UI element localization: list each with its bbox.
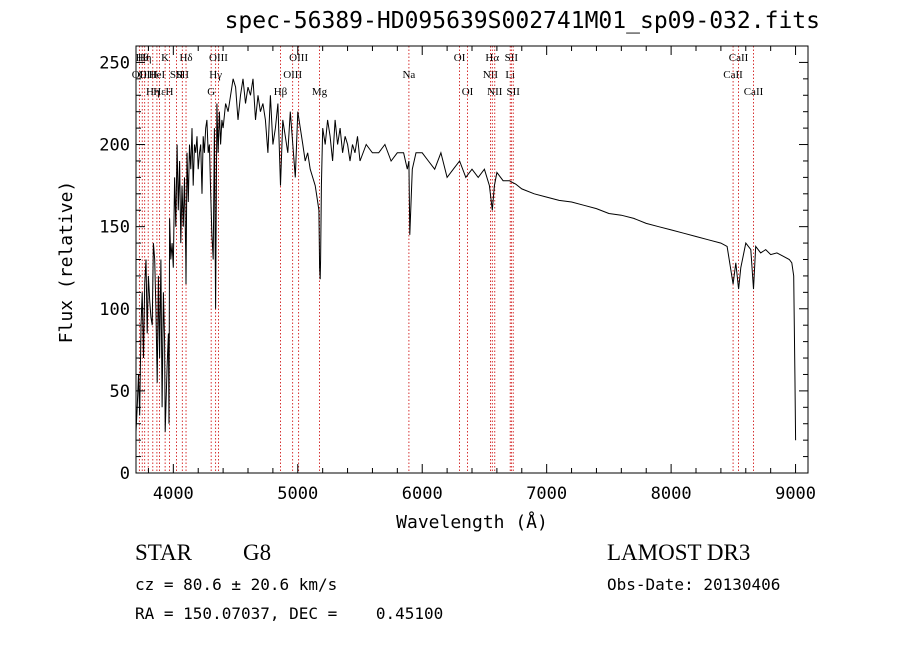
x-tick-label-3: 7000	[526, 484, 567, 504]
chart-title: spec-56389-HD095639S002741M01_sp09-032.f…	[224, 8, 820, 34]
line-label-9: SII	[170, 69, 184, 81]
line-label-23: Hα	[485, 52, 499, 64]
line-label-14: OIII	[209, 52, 228, 64]
line-label-8: H	[165, 86, 173, 98]
line-label-25: Li	[505, 69, 515, 81]
y-tick-label-0: 0	[120, 464, 130, 484]
line-id-markers: OIIHθHηOIIIHηHeIHεKHSIIHδSIIGHγOIIIHβOII…	[132, 46, 764, 473]
line-label-12: G	[207, 86, 215, 98]
line-label-16: OIII	[283, 69, 302, 81]
y-tick-label-2: 100	[99, 300, 130, 320]
obs-date: Obs-Date: 20130406	[607, 575, 781, 594]
plot-area	[135, 78, 797, 441]
spectrum-line	[135, 78, 797, 441]
line-label-4: Hη	[146, 86, 160, 98]
line-label-17: OIII	[289, 52, 308, 64]
line-label-10: Hδ	[179, 52, 192, 64]
y-tick-label-4: 200	[99, 136, 130, 156]
line-label-6: Hε	[153, 86, 166, 98]
survey-name: LAMOST DR3	[607, 540, 751, 565]
y-axis-ticks: 0 50 100 150 200 250	[99, 53, 808, 484]
line-label-13: Hγ	[209, 69, 222, 81]
y-tick-label-3: 150	[99, 218, 130, 238]
line-label-20: OI	[454, 52, 466, 64]
line-label-1: Hθ	[136, 52, 149, 64]
line-label-7: K	[161, 52, 169, 64]
x-axis-label: Wavelength (Å)	[396, 511, 548, 533]
line-label-27: SII	[506, 86, 520, 98]
redshift-readout: cz = 80.6 ± 20.6 km/s	[135, 575, 338, 594]
object-class: STAR	[135, 540, 192, 565]
x-tick-label-5: 9000	[775, 484, 816, 504]
line-label-28: CaII	[723, 69, 743, 81]
line-label-24: NII	[487, 86, 503, 98]
line-label-26: SII	[505, 52, 519, 64]
object-subclass: G8	[243, 540, 272, 565]
x-tick-label-2: 6000	[402, 484, 443, 504]
line-label-22: NII	[483, 69, 499, 81]
y-tick-label-5: 250	[99, 53, 130, 73]
y-axis-label: Flux (relative)	[56, 181, 77, 344]
line-label-30: CaII	[744, 86, 764, 98]
line-label-11: SII	[176, 69, 190, 81]
line-label-18: Mg	[312, 86, 328, 98]
line-label-15: Hβ	[274, 86, 288, 98]
line-label-5: HeI	[149, 69, 166, 81]
line-label-21: OI	[462, 86, 474, 98]
line-label-19: Na	[402, 69, 415, 81]
x-tick-label-4: 8000	[651, 484, 692, 504]
coordinates: RA = 150.07037, DEC = 0.45100	[135, 604, 444, 623]
x-axis-ticks: 4000 5000 6000 7000 8000 9000	[147, 46, 816, 504]
y-tick-label-1: 50	[110, 382, 130, 402]
x-tick-label-0: 4000	[153, 484, 194, 504]
line-label-29: CaII	[729, 52, 749, 64]
x-tick-label-1: 5000	[277, 484, 318, 504]
